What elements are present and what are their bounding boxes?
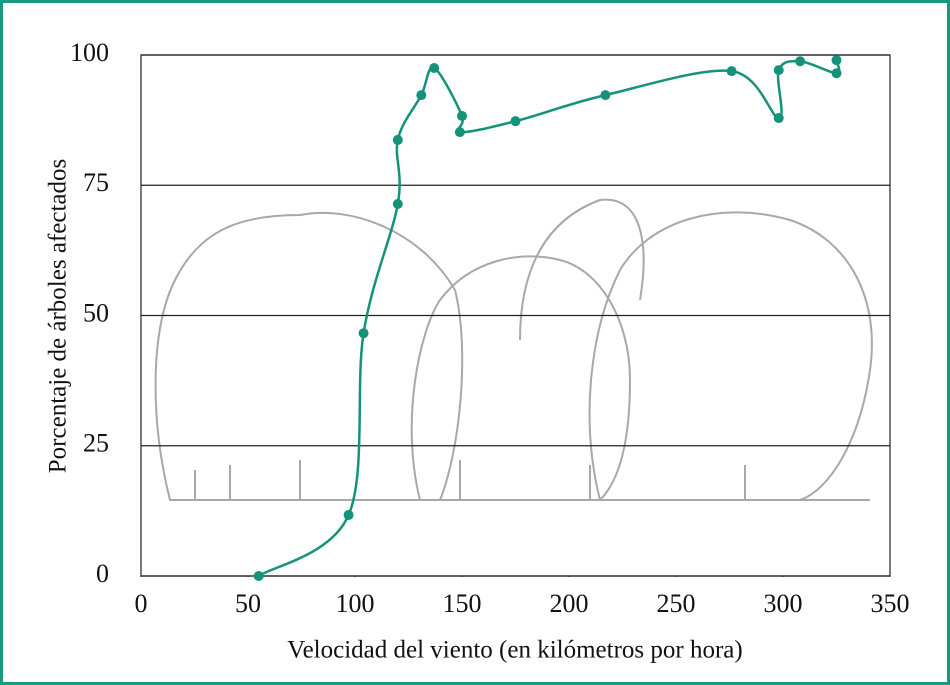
data-point (457, 110, 467, 121)
tree-outline (519, 198, 645, 341)
y-tick-label: 0 (96, 559, 109, 588)
data-point (416, 90, 427, 101)
x-tick-label: 250 (657, 589, 696, 618)
data-point (429, 63, 440, 74)
tree-illustration (154, 198, 873, 501)
data-point (773, 65, 784, 76)
data-point (392, 199, 403, 210)
x-tick-label: 50 (235, 589, 261, 618)
tree-trunks (194, 460, 746, 500)
x-tick-label: 100 (336, 589, 375, 618)
data-point (831, 55, 842, 66)
data-point (831, 68, 842, 79)
y-tick-label: 50 (83, 298, 109, 327)
data-point (795, 56, 806, 67)
data-line (257, 59, 841, 578)
y-tick-label: 100 (70, 38, 109, 67)
data-point (392, 134, 403, 145)
y-axis-title: Porcentaje de árboles afectados (45, 159, 72, 473)
x-tick-label: 150 (443, 589, 482, 618)
data-point (253, 571, 264, 581)
x-tick-label: 300 (764, 589, 803, 618)
tree-outline (588, 211, 873, 501)
x-tick-label: 350 (871, 589, 910, 618)
y-tick-label: 25 (83, 429, 109, 458)
x-axis-title: Velocidad del viento (en kilómetros por … (287, 637, 742, 664)
data-point (454, 127, 465, 138)
data-point (510, 116, 521, 127)
tree-outline (154, 211, 464, 501)
data-point (773, 113, 784, 124)
x-tick-label: 0 (135, 589, 148, 618)
data-point (600, 90, 611, 101)
data-point (726, 66, 737, 77)
data-point (358, 328, 369, 339)
tree-outline (410, 255, 632, 501)
x-tick-label: 200 (550, 589, 589, 618)
data-point (343, 510, 354, 521)
y-tick-label: 75 (83, 168, 109, 197)
